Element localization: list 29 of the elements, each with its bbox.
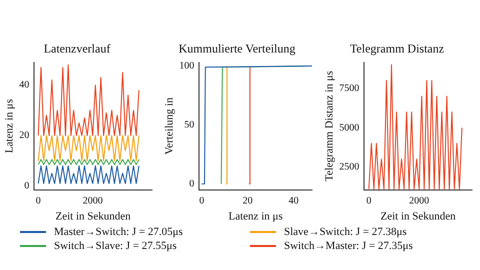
y-axis-title: Latenz in μs: [3, 99, 16, 154]
y-axis-title: Verteilung in: [163, 97, 176, 155]
y-tick-label: 7500: [339, 82, 360, 94]
x-axis-title: Zeit in Sekunden: [56, 210, 132, 222]
y-axis-title: Telegramm Distanz in μs: [323, 70, 336, 182]
x-tick-label: 20: [242, 195, 253, 206]
y-tick-label: 100: [179, 60, 194, 72]
chart-title: Kummulierte Verteilung: [178, 41, 296, 56]
x-axis-title: Latenz in μs: [228, 210, 283, 222]
x-tick-label: 2000: [82, 195, 103, 206]
y-tick-label: 5000: [339, 122, 360, 134]
chart-title: Latenzverlauf: [44, 41, 110, 56]
y-tick-label: 2500: [339, 162, 360, 173]
chart-title: Telegramm Distanz: [350, 41, 444, 56]
legend-label: Switch→Slave: J = 27.55μs: [54, 240, 177, 252]
y-tick-label: 0: [24, 180, 30, 192]
legend-label: Master→Switch: J = 27.05μs: [54, 226, 183, 238]
x-axis-title: Zeit in Sekunden: [380, 210, 456, 222]
y-tick-label: 50: [184, 120, 194, 131]
x-tick-label: 2000: [409, 195, 430, 206]
y-tick-label: 20: [19, 130, 30, 142]
legend-label: Slave→Switch: J = 27.38μs: [284, 226, 407, 238]
x-tick-label: 0: [36, 195, 41, 206]
y-tick-label: 0: [189, 178, 194, 190]
x-tick-label: 40: [288, 195, 299, 206]
x-tick-label: 0: [366, 195, 372, 206]
legend-label: Switch→Master: J = 27.35μs: [284, 240, 413, 252]
x-tick-label: 0: [199, 195, 204, 206]
y-tick-label: 40: [19, 80, 30, 91]
